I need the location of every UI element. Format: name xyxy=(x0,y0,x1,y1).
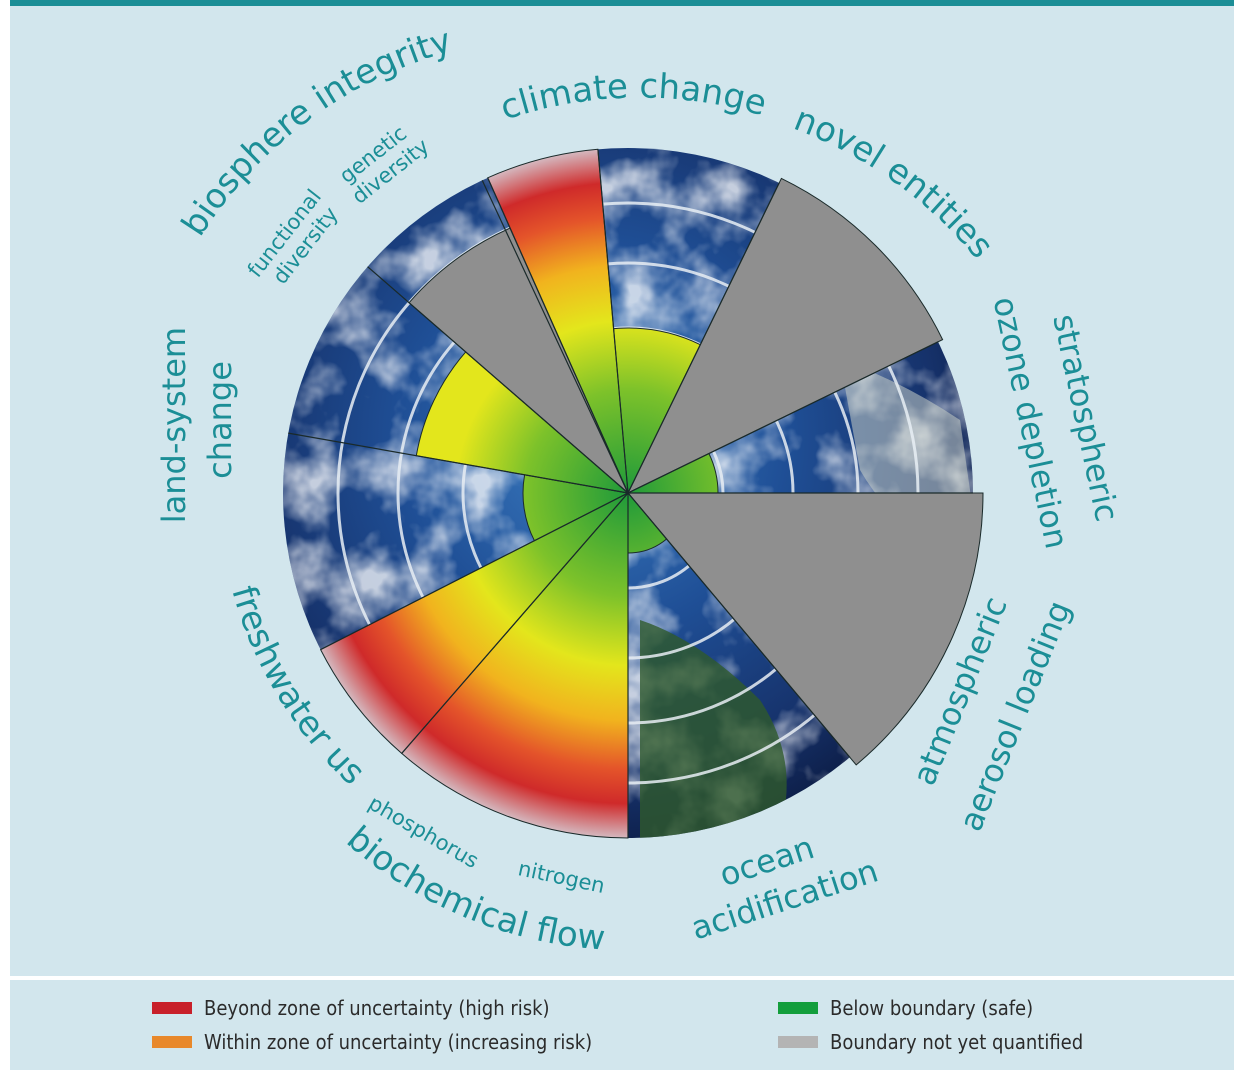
legend-item-not-quantified: Boundary not yet quantified xyxy=(778,1030,1083,1054)
label-climate-change: climate change xyxy=(496,66,771,128)
legend-item-increasing-risk: Within zone of uncertainty (increasing r… xyxy=(152,1030,592,1054)
legend-label-increasing-risk: Within zone of uncertainty (increasing r… xyxy=(204,1030,593,1054)
wedge-functional-diversity xyxy=(408,227,629,494)
boundary-wedges xyxy=(288,148,984,839)
label-land-system-change: land-system change xyxy=(155,317,239,524)
legend-item-safe: Below boundary (safe) xyxy=(778,996,1033,1020)
legend: Beyond zone of uncertainty (high risk) W… xyxy=(10,980,1234,1070)
wedge-divider xyxy=(627,341,939,494)
label-functional-diversity: functional diversity xyxy=(243,179,349,296)
wedge-land-system-change xyxy=(415,351,630,494)
wedge-divider xyxy=(481,180,629,494)
legend-swatch-safe xyxy=(778,1002,818,1014)
legend-label-safe: Below boundary (safe) xyxy=(830,996,1034,1020)
wedge-divider xyxy=(367,266,629,494)
legend-swatch-high-risk xyxy=(152,1002,192,1014)
wedge-novel-entities xyxy=(626,177,944,495)
legend-label-high-risk: Beyond zone of uncertainty (high risk) xyxy=(204,996,550,1020)
wedge-divider xyxy=(288,432,629,494)
wedge-nitrogen xyxy=(400,491,629,839)
legend-item-high-risk: Beyond zone of uncertainty (high risk) xyxy=(152,996,550,1020)
wedge-divider xyxy=(597,149,629,494)
wedge-divider xyxy=(401,492,629,754)
legend-swatch-not-quantified xyxy=(778,1036,818,1048)
label-genetic-diversity: genetic diversity xyxy=(333,115,434,209)
wedge-phosphorus xyxy=(319,492,629,755)
legend-separator xyxy=(10,976,1234,980)
legend-swatch-increasing-risk xyxy=(152,1036,192,1048)
label-ocean-acidification: ocean acidification xyxy=(673,812,882,948)
wedge-divider xyxy=(627,182,780,494)
legend-label-not-quantified: Boundary not yet quantified xyxy=(830,1030,1084,1054)
planetary-boundaries-diagram: biosphere integrity genetic diversity fu… xyxy=(0,0,1126,959)
wedge-aerosol-loading xyxy=(626,492,984,766)
top-rule xyxy=(10,0,1234,6)
wedge-divider xyxy=(487,177,629,494)
wedge-divider xyxy=(627,492,851,758)
label-nitrogen: nitrogen xyxy=(516,856,607,898)
wedge-divider xyxy=(320,492,629,651)
